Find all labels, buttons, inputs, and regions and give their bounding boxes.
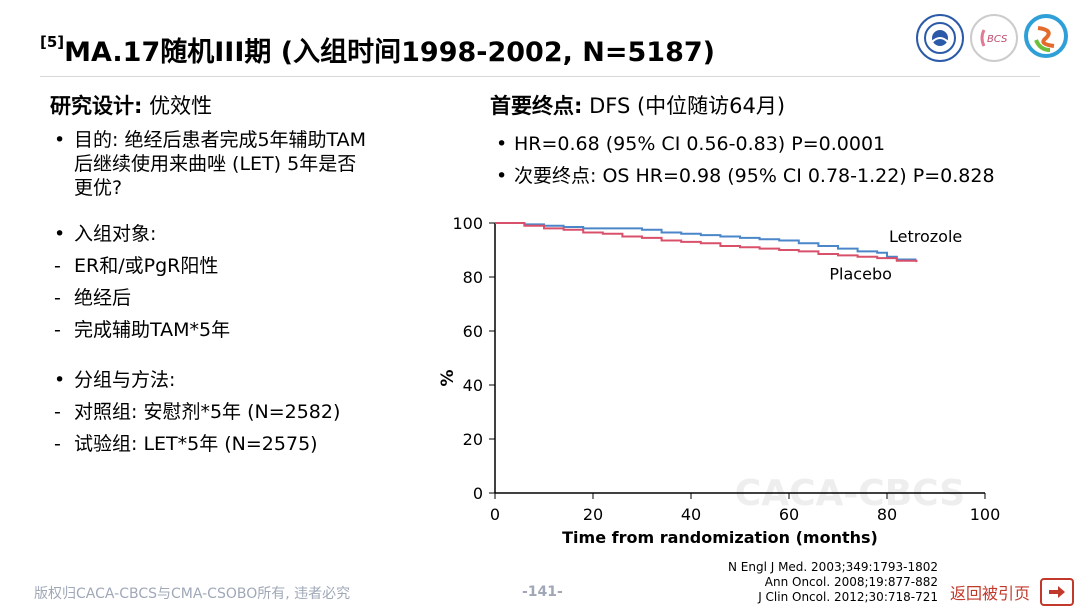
y-tick-label: 100 [452,214,483,233]
x-tick-label: 40 [681,505,701,524]
y-tick-label: 0 [473,484,483,503]
copyright-notice: 版权归CACA-CBCS与CMA-CSOBO所有, 违者必究 [34,586,351,602]
y-tick-label: 80 [463,268,483,287]
reference-item: N Engl J Med. 2003;349:1793-1802 [727,560,938,574]
reference-item: J Clin Oncol. 2012;30:718-721 [758,590,938,604]
bcs-logo-icon: BCS [970,14,1018,62]
design-heading: 研究设计: 优效性 [50,94,213,118]
series-line-placebo [495,222,918,263]
page-title: [5]MA.17随机III期 (入组时间1998-2002, N=5187) [40,30,715,69]
series-label-letrozole: Letrozole [889,227,962,246]
x-tick-label: 80 [877,505,897,524]
y-tick-label: 60 [463,322,483,341]
back-link[interactable]: 返回被引页 [950,578,1075,606]
logo-group: BCS [916,14,1068,62]
series-label-placebo: Placebo [829,265,891,284]
y-axis-label: % [438,369,458,386]
x-tick-label: 0 [490,505,500,524]
page-number: -141- [522,584,563,600]
purpose-bullet: 目的: 绝经后患者完成5年辅助TAM 后继续使用来曲唑 (LET) 5年是否 更… [50,128,450,200]
swirl-logo-icon [1024,14,1068,58]
endpoint-heading: 首要终点: DFS (中位随访64月) [490,94,786,118]
series-line-letrozole [495,222,917,261]
arrow-right-icon [1040,578,1075,606]
secondary-result: 次要终点: OS HR=0.98 (95% CI 0.78-1.22) P=0.… [490,160,1060,192]
emblem-icon [916,14,964,62]
reference-mark: [5] [40,33,65,51]
x-tick-label: 20 [583,505,603,524]
primary-result: HR=0.68 (95% CI 0.56-0.83) P=0.0001 [490,128,1060,160]
y-tick-label: 40 [463,376,483,395]
enroll-item: 绝经后 [50,282,450,314]
reference-list: N Engl J Med. 2003;349:1793-1802 Ann Onc… [728,560,938,605]
enroll-item: 完成辅助TAM*5年 [50,314,450,346]
group-item: 对照组: 安慰剂*5年 (N=2582) [50,396,450,428]
title-text: MA.17随机III期 (入组时间1998-2002, N=5187) [64,37,715,68]
x-axis-label: Time from randomization (months) [562,528,878,547]
reference-item: Ann Oncol. 2008;19:877-882 [764,575,938,589]
y-tick-label: 20 [463,430,483,449]
enroll-item: ER和/或PgR阳性 [50,250,450,282]
x-tick-label: 60 [779,505,799,524]
endpoint-panel: 首要终点: DFS (中位随访64月) HR=0.68 (95% CI 0.56… [490,90,1060,192]
title-divider [40,76,1040,77]
svg-text:BCS: BCS [987,34,1008,45]
back-label: 返回被引页 [950,584,1031,603]
study-design-panel: 研究设计: 优效性 目的: 绝经后患者完成5年辅助TAM 后继续使用来曲唑 (L… [50,90,450,460]
group-item: 试验组: LET*5年 (N=2575) [50,428,450,460]
x-tick-label: 100 [970,505,1001,524]
enroll-label: 入组对象: [50,218,450,250]
group-label: 分组与方法: [50,364,450,396]
